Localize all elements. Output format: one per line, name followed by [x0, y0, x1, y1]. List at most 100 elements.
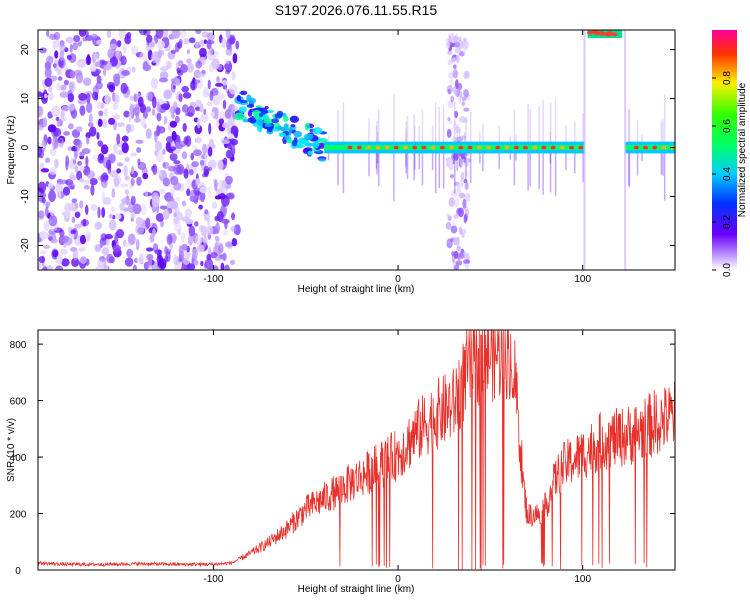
spectrogram-noise-blob [195, 178, 199, 187]
spectrogram-noise-blob [97, 118, 103, 127]
spectrogram-noise-blob [225, 149, 232, 159]
spectrogram-spike [456, 124, 458, 148]
spectrogram-carrier-blob [252, 109, 262, 117]
spectrogram-noise-blob [73, 35, 81, 43]
spectrogram-noise-blob [118, 30, 126, 40]
spectrogram-strip-blob [448, 164, 455, 171]
colorbar-tick-label: 0.0 [722, 263, 733, 277]
spectrogram-noise-blob [204, 151, 208, 163]
spectrogram-noise-blob [120, 82, 128, 94]
spectrogram-spike [513, 147, 516, 186]
spectrogram-noise-blob [194, 221, 199, 227]
spectrogram-carrier-peak [522, 145, 528, 150]
spectrogram-noise-blob [208, 186, 212, 197]
spectrogram-noise-blob [59, 43, 67, 52]
spectrogram-noise-blob [150, 77, 158, 89]
spectrogram-noise-blob [54, 50, 59, 59]
spectrogram-noise-blob [67, 103, 76, 112]
spectrogram-strip-blob [455, 260, 463, 266]
spectrogram-carrier-blob [288, 126, 293, 134]
spectrogram-noise-blob [154, 249, 163, 255]
spectrogram-noise-blob [235, 40, 240, 50]
spectrogram-carrier-peak [402, 145, 408, 150]
spectrogram-strip-blob [463, 107, 470, 112]
spectrogram-strip-blob [453, 250, 459, 259]
spectrogram-noise-blob [199, 190, 206, 203]
spectrogram-noise-blob [220, 204, 227, 217]
spectrogram-strip-blob [464, 263, 469, 270]
spectrogram-noise-blob [47, 136, 52, 145]
colorbar-ticks: 0.0 0.2 0.4 0.6 0.8 [712, 71, 733, 277]
spectrogram-noise-blob [78, 93, 88, 101]
spectrogram-noise-blob [55, 265, 64, 270]
spectrogram-noise-blob [180, 64, 188, 73]
spectrogram-spike [527, 104, 529, 148]
spectrogram-noise-blob [46, 30, 50, 37]
spectrogram-noise-blob [173, 164, 182, 176]
spectrogram-noise-blob [216, 76, 220, 83]
spectrogram-noise-blob [139, 52, 149, 61]
spectrogram-noise-blob [156, 101, 161, 113]
spectrogram-strip-blob [458, 253, 465, 259]
spectrogram-noise-blob [130, 212, 135, 220]
spectrogram-noise-blob [140, 203, 147, 216]
spectrogram-noise-blob [116, 40, 122, 48]
spectrogram-noise-blob [215, 222, 220, 235]
spectrogram-noise-blob [214, 256, 222, 262]
spectrogram-carrier-blob [236, 94, 242, 102]
spectrogram-noise-blob [135, 216, 144, 227]
spectrogram-noise-blob [231, 237, 238, 247]
spectrogram-noise-blob [43, 220, 50, 232]
spectrogram-spike [515, 134, 517, 148]
spectrogram-noise-blob [178, 93, 183, 103]
spectrogram-spike [438, 106, 441, 148]
spectrogram-noise-blob [200, 260, 204, 267]
spectrogram-strip-blob [456, 184, 461, 195]
spectrogram-noise-blob [207, 146, 213, 157]
spectrogram-ytick-label: 0 [20, 144, 31, 150]
spectrogram-noise-blob [69, 174, 77, 181]
spectrogram-spike [465, 147, 467, 179]
spectrogram-noise-blob [138, 96, 144, 107]
spectrogram-noise-blob [169, 146, 177, 151]
spectrogram-noise-blob [221, 179, 227, 189]
spectrogram-noise-blob [71, 257, 80, 268]
spectrogram-noise-blob [182, 122, 187, 133]
spectrogram-noise-blob [107, 48, 114, 59]
spectrogram-spike [549, 147, 552, 164]
spectrogram-spike [549, 147, 552, 193]
spectrogram-noise-blob [228, 84, 238, 95]
spectrogram-strip-blob [448, 71, 455, 80]
spectrogram-noise-blob [145, 217, 151, 229]
spectrogram-noise-blob [69, 70, 76, 79]
spectrogram-noise-blob [65, 155, 70, 167]
spectrogram-noise-blob [202, 86, 210, 95]
spectrogram-noise-blob [85, 30, 89, 38]
spectrogram-strip-blob [446, 128, 452, 138]
spectrogram-noise-blob [137, 227, 144, 235]
spectrogram-noise-blob [131, 66, 136, 73]
spectrogram-noise-blob [161, 103, 170, 110]
spectrogram-noise-blob [173, 160, 181, 165]
spectrogram-noise-blob [127, 233, 136, 245]
spectrogram-noise-blob [56, 138, 63, 143]
spectrogram-spike [431, 125, 434, 148]
spectrogram-spike [663, 94, 666, 148]
spectrogram-strip-blob [463, 259, 471, 265]
spectrogram-noise-blob [182, 257, 190, 266]
spectrogram-noise-blob [67, 226, 72, 234]
spectrogram-carrier-blob [282, 115, 289, 122]
spectrogram-noise-blob [139, 252, 144, 263]
snr-ytick-label: 800 [10, 340, 27, 351]
spectrogram-carrier-blob [283, 123, 289, 128]
spectrogram-carrier-peak [652, 145, 658, 150]
spectrogram-spike [554, 147, 557, 197]
spectrogram-spike [454, 147, 456, 194]
spectrogram-noise-blob [114, 50, 122, 60]
spectrogram-strip-blob [452, 68, 458, 79]
spectrogram-noise-blob [106, 30, 112, 39]
spectrogram-noise-blob [65, 36, 74, 44]
spectrogram-noise-blob [90, 184, 95, 196]
spectrogram-noise-blob [186, 188, 191, 197]
spectrogram-noise-blob [221, 37, 226, 48]
